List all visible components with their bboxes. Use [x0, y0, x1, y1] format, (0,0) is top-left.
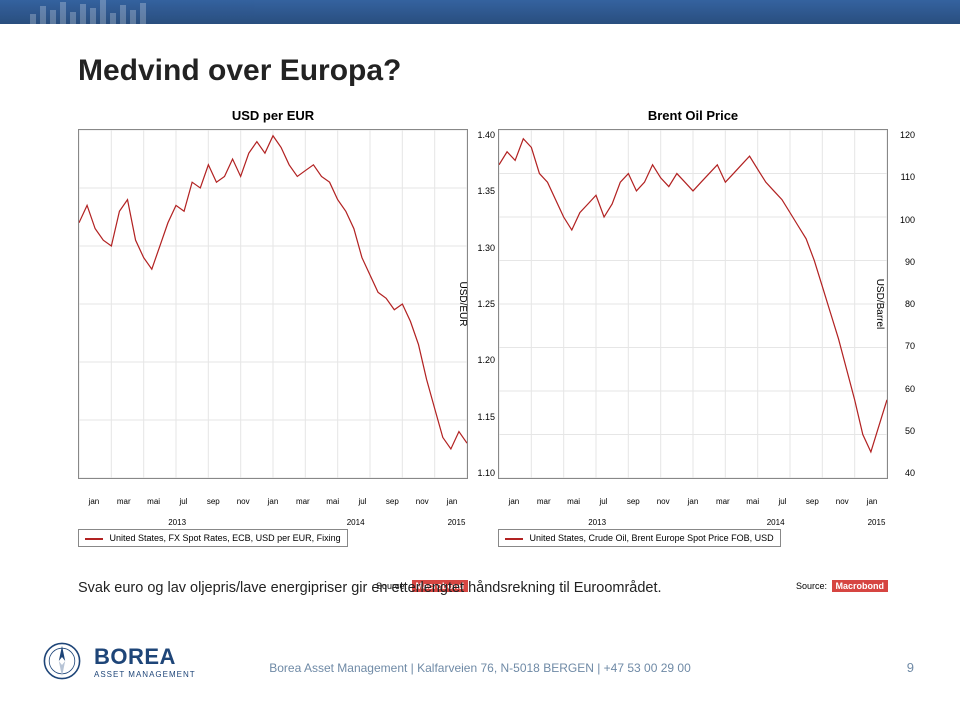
legend-right: United States, Crude Oil, Brent Europe S… [498, 529, 781, 547]
source-brand: Macrobond [832, 580, 889, 592]
legend-label-right: United States, Crude Oil, Brent Europe S… [530, 533, 774, 543]
y-axis-label-left: USD/EUR [457, 281, 468, 326]
legend-swatch-icon [85, 538, 103, 540]
chart-title-left: USD per EUR [78, 108, 468, 123]
plot-right: 120110100908070605040 USD/Barrel janmarm… [498, 129, 888, 479]
chart-title-right: Brent Oil Price [498, 108, 888, 123]
y-ticks-left: 1.401.351.301.251.201.151.10 [477, 130, 495, 478]
page-number: 9 [907, 660, 914, 675]
chart-usd-per-eur: USD per EUR 1.401.351.301.251.201.151.10… [78, 108, 468, 558]
chart-brent-oil: Brent Oil Price 120110100908070605040 US… [498, 108, 888, 558]
x-ticks-left: janmarmaijulsepnovjanmarmaijulsepnovjan [79, 497, 467, 506]
source-right: Source: Macrobond [796, 580, 888, 592]
y-axis-label-right: USD/Barrel [874, 279, 885, 330]
footer-text: Borea Asset Management | Kalfarveien 76,… [0, 661, 960, 675]
page-title: Medvind over Europa? [78, 54, 401, 88]
legend-left: United States, FX Spot Rates, ECB, USD p… [78, 529, 348, 547]
legend-swatch-icon [505, 538, 523, 540]
charts-row: USD per EUR 1.401.351.301.251.201.151.10… [78, 108, 888, 558]
x-ticks-right: janmarmaijulsepnovjanmarmaijulsepnovjan [499, 497, 887, 506]
footer: BOREA ASSET MANAGEMENT Borea Asset Manag… [0, 639, 960, 689]
caption-text: Svak euro og lav oljepris/lave energipri… [78, 580, 662, 596]
plot-left: 1.401.351.301.251.201.151.10 USD/EUR jan… [78, 129, 468, 479]
decorative-header-band [0, 0, 960, 24]
y-ticks-right: 120110100908070605040 [900, 130, 915, 478]
legend-label-left: United States, FX Spot Rates, ECB, USD p… [110, 533, 341, 543]
source-label: Source: [796, 581, 827, 591]
